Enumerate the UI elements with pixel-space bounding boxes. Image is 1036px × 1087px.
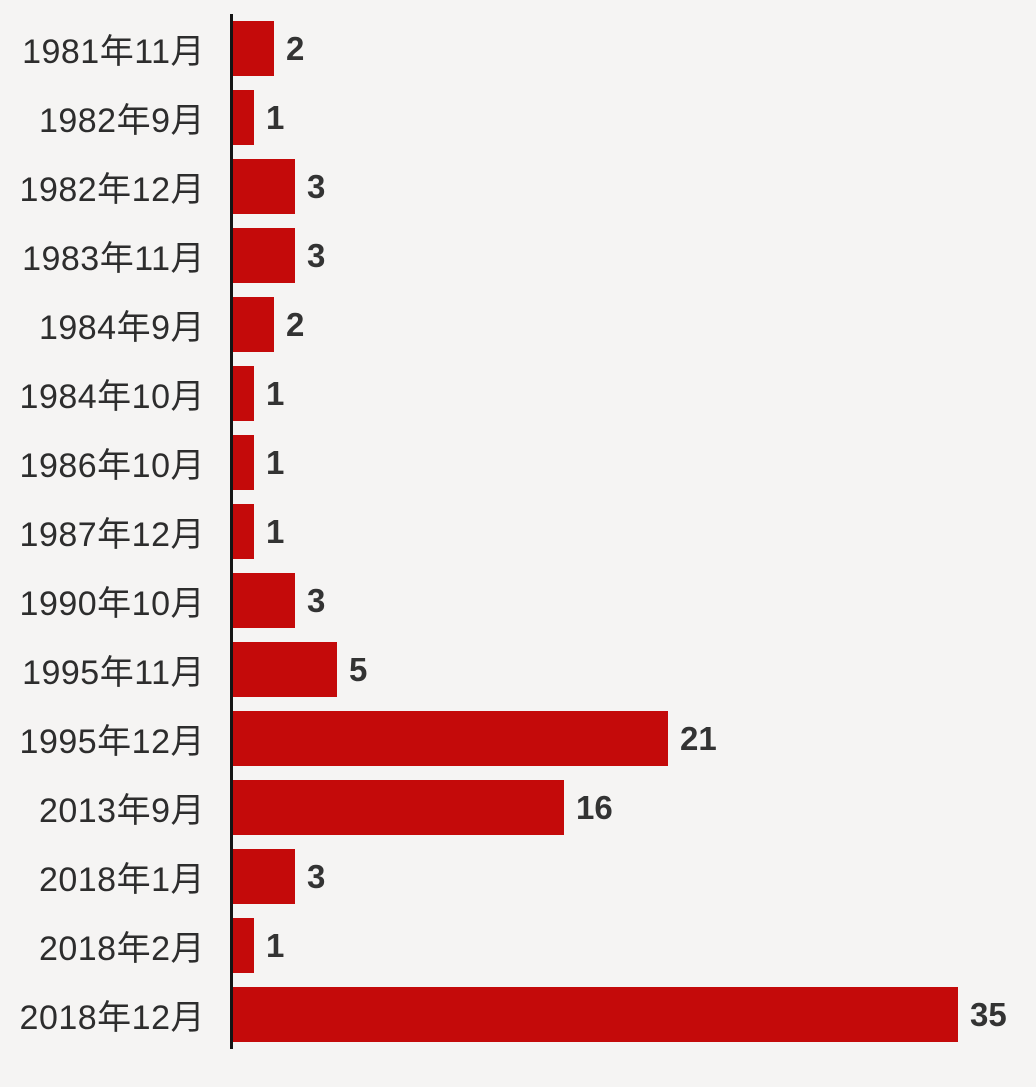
bar-area: 2 — [230, 290, 1036, 359]
bar — [233, 849, 295, 904]
bar-area: 3 — [230, 842, 1036, 911]
bar — [233, 504, 254, 559]
bar-area: 16 — [230, 773, 1036, 842]
bar-area: 5 — [230, 635, 1036, 704]
value-label: 3 — [307, 581, 326, 619]
value-label: 5 — [349, 650, 368, 688]
bar — [233, 366, 254, 421]
category-label: 1990年10月 — [19, 585, 205, 623]
bar-area: 3 — [230, 152, 1036, 221]
value-label: 2 — [286, 305, 305, 343]
bar — [233, 21, 274, 76]
category-label: 2018年2月 — [38, 930, 205, 968]
value-label: 3 — [307, 857, 326, 895]
category-label: 2018年12月 — [19, 999, 205, 1037]
category-label: 1984年10月 — [19, 378, 205, 416]
bar-area: 3 — [230, 221, 1036, 290]
value-label: 3 — [307, 167, 326, 205]
chart-row: 2018年2月 1 — [0, 911, 1036, 980]
bar-area: 3 — [230, 566, 1036, 635]
value-label: 1 — [266, 374, 285, 412]
chart-row: 2013年9月 16 — [0, 773, 1036, 842]
chart-row: 1987年12月 1 — [0, 497, 1036, 566]
bar — [233, 228, 295, 283]
bar-area: 1 — [230, 497, 1036, 566]
chart-row: 1990年10月 3 — [0, 566, 1036, 635]
category-label: 1981年11月 — [22, 33, 205, 71]
category-label: 1982年12月 — [19, 171, 205, 209]
bar — [233, 90, 254, 145]
bar — [233, 159, 295, 214]
bar — [233, 711, 668, 766]
chart-row: 1986年10月 1 — [0, 428, 1036, 497]
bar-area: 1 — [230, 911, 1036, 980]
chart-row: 1983年11月 3 — [0, 221, 1036, 290]
chart-row: 1995年11月 5 — [0, 635, 1036, 704]
chart-row: 1984年10月 1 — [0, 359, 1036, 428]
category-label: 1983年11月 — [22, 240, 205, 278]
value-label: 1 — [266, 98, 285, 136]
bar-area: 1 — [230, 359, 1036, 428]
value-label: 35 — [970, 995, 1007, 1033]
chart-row: 1984年9月 2 — [0, 290, 1036, 359]
bar — [233, 918, 254, 973]
value-label: 1 — [266, 926, 285, 964]
chart-row: 1982年12月 3 — [0, 152, 1036, 221]
category-label: 1995年12月 — [19, 723, 205, 761]
bar — [233, 297, 274, 352]
category-label: 2013年9月 — [38, 792, 205, 830]
bar — [233, 435, 254, 490]
category-label: 1984年9月 — [38, 309, 205, 347]
bar — [233, 642, 337, 697]
chart-row: 1995年12月 21 — [0, 704, 1036, 773]
value-label: 1 — [266, 443, 285, 481]
category-label: 1987年12月 — [19, 516, 205, 554]
value-label: 2 — [286, 29, 305, 67]
category-label: 1986年10月 — [19, 447, 205, 485]
bar-area: 1 — [230, 83, 1036, 152]
value-label: 21 — [680, 719, 717, 757]
value-label: 3 — [307, 236, 326, 274]
bar-area: 35 — [230, 980, 1036, 1049]
bar — [233, 780, 564, 835]
value-label: 1 — [266, 512, 285, 550]
bar-area: 2 — [230, 14, 1036, 83]
category-label: 1995年11月 — [22, 654, 205, 692]
chart-row: 2018年12月 35 — [0, 980, 1036, 1049]
bar-area: 21 — [230, 704, 1036, 773]
bar — [233, 573, 295, 628]
bar — [233, 987, 958, 1042]
value-label: 16 — [576, 788, 613, 826]
chart-row: 2018年1月 3 — [0, 842, 1036, 911]
category-label: 1982年9月 — [38, 102, 205, 140]
bar-area: 1 — [230, 428, 1036, 497]
chart-row: 1982年9月 1 — [0, 83, 1036, 152]
category-label: 2018年1月 — [38, 861, 205, 899]
chart-row: 1981年11月 2 — [0, 14, 1036, 83]
